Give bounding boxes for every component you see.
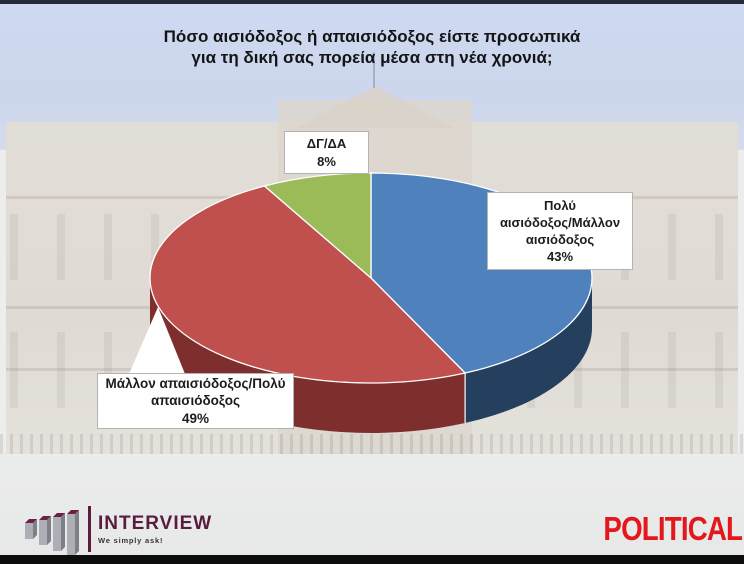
flagpole	[373, 52, 375, 88]
label-text: ΔΓ/ΔΑ	[306, 135, 347, 151]
bottom-frame-bar	[0, 555, 744, 564]
label-box-optimistic: Πολύ αισιόδοξος/Μάλλον αισιόδοξος 43%	[487, 192, 633, 270]
political-logo: POLITICAL	[603, 510, 743, 547]
label-box-pessimistic: Μάλλον απαισιόδοξος/Πολύ απαισιόδοξος 49…	[97, 373, 294, 429]
interview-tagline: We simply ask!	[98, 535, 164, 545]
label-text: Μάλλον απαισιόδοξος/Πολύ	[105, 375, 286, 391]
label-value: 49%	[181, 410, 210, 426]
label-box-dkda: ΔΓ/ΔΑ 8%	[284, 131, 369, 174]
bar-chart-icon	[25, 510, 79, 555]
label-text: αισιόδοξος	[525, 232, 595, 247]
interview-logo-text: INTERVIEW We simply ask!	[98, 514, 212, 545]
top-frame-bar	[0, 0, 744, 4]
parliament-pediment	[296, 86, 454, 128]
interview-name: INTERVIEW	[98, 512, 213, 534]
label-text: απαισιόδοξος	[150, 393, 241, 409]
label-text: αισιόδοξος/Μάλλον	[499, 214, 621, 230]
chart-question-title: Πόσο αισιόδοξος ή απαισιόδοξος είστε προ…	[0, 26, 744, 69]
title-line-1: Πόσο αισιόδοξος ή απαισιόδοξος είστε προ…	[163, 27, 581, 46]
logo-divider	[88, 506, 91, 552]
plaza	[0, 454, 744, 555]
logo-bars	[25, 510, 79, 555]
label-value: 43%	[546, 249, 574, 265]
plaza-crowd	[0, 434, 744, 454]
cornice-line	[6, 306, 738, 309]
title-line-2: για τη δική σας πορεία μέσα στη νέα χρον…	[191, 48, 553, 68]
label-text: Πολύ	[544, 197, 576, 213]
interview-logo: INTERVIEW We simply ask!	[24, 503, 212, 555]
label-value: 8%	[317, 153, 336, 169]
